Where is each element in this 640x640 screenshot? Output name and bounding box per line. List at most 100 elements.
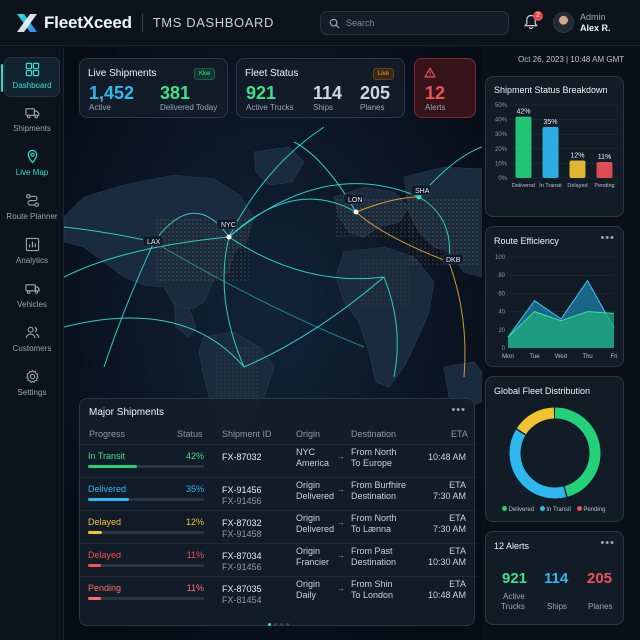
shipment-id[interactable]: FX-87035 [222,584,262,594]
y-tick-label: 40% [495,118,508,124]
column-header[interactable]: Shipment ID [222,429,272,439]
status-text: Delayed [88,517,122,527]
sidebar-item-settings[interactable]: Settings [4,365,60,405]
alerts-planes-value: 205 [587,570,613,587]
alerts-trucks-label-2: Trucks [501,602,525,611]
destination: From Shin To London [351,579,394,600]
status-text: Pending [88,583,122,593]
alerts-panel[interactable]: 12 Alerts ••• 921 Active Trucks 114 Ship… [485,531,624,625]
sidebar-item-dashboard[interactable]: Dashboard [1,57,60,97]
sidebar-item-label: Customers [12,344,52,353]
alerts-planes-label: Planes [588,602,613,611]
column-header[interactable]: Progress [89,429,126,439]
progress-fill [88,531,102,534]
table-row[interactable]: In Transit 42% FX-87032 NYC America → Fro… [80,444,476,477]
logo[interactable]: FleetXceed TMS DASHBOARD [14,10,274,36]
sidebar-item-route-planner[interactable]: Route Planner [4,189,60,229]
table-row[interactable]: Pending 11% FX-87035 FX-81454 Origin Dail… [80,576,476,609]
notification-badge: 2 [533,11,543,21]
alerts-card[interactable]: 12 Alerts [414,58,476,118]
city-label-lon: LON [348,197,362,204]
donut-legend: Delivered In Transit Pending [502,506,605,513]
x-tick-label: Wed [555,354,567,360]
table-row[interactable]: Delayed 12% FX-87032 FX-91458 Origin Deli… [80,510,476,543]
bar-delayed [569,160,586,178]
column-header[interactable]: Status [177,429,203,439]
city-label-lax: LAX [147,239,161,246]
city-label-dkb: DKB [446,257,461,264]
fleet-status-card[interactable]: Fleet Status Live 921 Active Trucks 114 … [236,58,405,118]
shipment-id[interactable]: FX-87034 [222,551,262,561]
shipment-id[interactable]: FX-87032 [222,452,262,462]
more-options-icon[interactable]: ••• [600,537,615,549]
progress-percent: 35% [185,484,204,494]
australia-landmass [443,361,482,408]
status-bar-chart: 0% 10% 20% 30% 40% 50% 42% Delivered 35% In Trans… [495,103,618,189]
global-fleet-distribution-card[interactable]: Global Fleet Distribution Delivered In T… [485,376,624,522]
card-title: Fleet Status [245,68,299,79]
map-pin-icon [27,149,37,164]
bar-pending [596,161,613,178]
destination: From Past Destination [351,546,397,567]
user-name: Alex R. [580,23,611,33]
alerts-value: 12 [425,83,446,103]
shipment-id[interactable]: FX-87032 [222,518,262,528]
y-tick-label: 60 [498,291,505,297]
shipment-id[interactable]: FX-91456 [222,485,262,495]
card-title: Shipment Status Breakdown [494,85,608,95]
route-efficiency-chart: 0 20 40 60 80 100 Mon Tue Wed Thu Fri [495,255,618,360]
user-menu[interactable]: Admin Alex R. [580,12,611,34]
column-header[interactable]: Destination [351,429,397,439]
table-row[interactable]: Delayed 11% FX-87034 FX-91456 Origin Fran… [80,543,476,576]
route-efficiency-card[interactable]: Route Efficiency ••• 0 20 40 60 80 100 Mon Tue W… [485,226,624,367]
card-title: Live Shipments [88,68,157,79]
search-input[interactable] [346,18,496,28]
legend-in-transit: In Transit [546,507,572,513]
analytics-icon [25,237,39,252]
origin: NYC America [296,447,330,468]
notifications-button[interactable]: 2 [524,11,543,32]
brand-name: FleetXceed [44,12,132,32]
vehicle-icon [24,284,40,294]
y-tick-label: 100 [495,255,506,261]
y-tick-label: 50% [495,103,508,109]
sidebar-item-shipments[interactable]: Shipments [4,101,60,141]
status-text: In Transit [88,451,126,461]
active-value: 1,452 [89,83,135,103]
table-row[interactable]: Delivered 35% FX-91456 FX-91456 Origin De… [80,477,476,510]
destination: From Burfhire Destination [351,480,407,501]
truck-icon [24,108,39,119]
shipment-status-breakdown-card[interactable]: Shipment Status Breakdown 0% 10% 20% 30% 40%… [485,76,624,217]
sidebar-item-vehicles[interactable]: Vehicles [4,277,60,317]
user-role: Admin [580,12,606,22]
y-tick-label: 40 [498,310,505,316]
y-tick-label: 10% [495,161,508,167]
column-header[interactable]: Origin [296,429,321,439]
data-label: 11% [598,154,612,161]
x-tick-label: Fri [611,354,618,360]
trucks-label: Active Trucks [246,103,294,112]
avatar[interactable] [553,12,574,33]
sidebar-item-customers[interactable]: Customers [4,321,60,361]
pagination-dots[interactable] [268,613,289,631]
progress-percent: 12% [185,517,204,527]
sidebar-item-live-map[interactable]: Live Map [4,145,60,185]
more-options-icon[interactable]: ••• [451,404,466,416]
fleet-donut-chart [509,407,601,499]
data-label: 35% [543,119,557,126]
progress-percent: 11% [186,583,204,593]
more-options-icon[interactable]: ••• [600,232,615,244]
origin: Origin Delivered [296,513,335,534]
search-box[interactable] [320,11,509,35]
status-text: Delivered [88,484,127,494]
major-shipments-table[interactable]: Major Shipments ••• Progress Status Ship… [79,398,476,626]
sidebar: Dashboard Shipments Live Map Route Plann… [0,47,64,640]
sidebar-item-label: Route Planner [6,212,58,221]
live-shipments-card[interactable]: Live Shipments Kkw 1,452 Active 381 Deli… [79,58,228,118]
sidebar-item-analytics[interactable]: Analytics [4,233,60,273]
column-header[interactable]: ETA [451,429,468,439]
progress-fill [88,498,129,501]
y-tick-label: 20 [498,328,505,334]
eta: ETA 7:30 AM [432,480,466,501]
card-title: Global Fleet Distribution [494,386,591,396]
